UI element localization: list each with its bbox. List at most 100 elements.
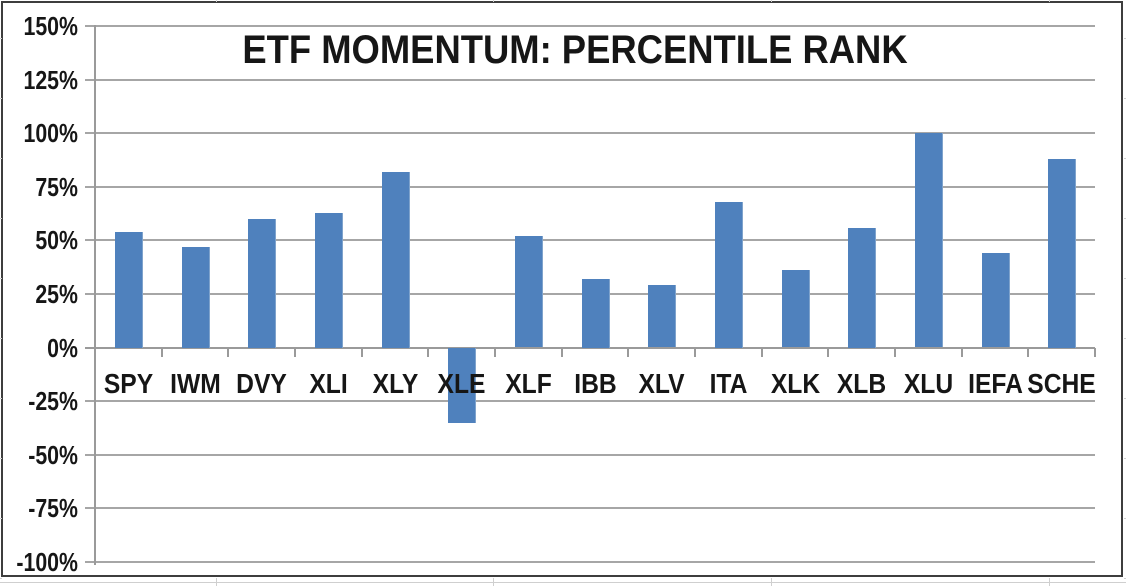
x-axis-tick	[894, 348, 896, 357]
worksheet-gridline	[0, 518, 2, 519]
chart-title: ETF MOMENTUM: PERCENTILE RANK	[242, 28, 908, 72]
worksheet-gridline	[1124, 38, 1126, 39]
worksheet-gridline	[1124, 518, 1126, 519]
worksheet-gridline	[1124, 398, 1126, 399]
worksheet-gridline	[216, 578, 217, 586]
y-gridline	[85, 132, 1095, 135]
y-gridline	[85, 78, 1095, 81]
worksheet-gridline	[1124, 158, 1126, 159]
y-tick-label: 50%	[35, 225, 78, 256]
y-tick-label: -25%	[28, 386, 78, 417]
x-axis-tick	[494, 348, 496, 357]
worksheet-gridline	[0, 218, 2, 219]
worksheet-gridline	[1049, 578, 1050, 586]
x-tick-label: XLK	[770, 368, 821, 399]
x-axis-tick	[361, 348, 363, 357]
worksheet-gridline	[771, 0, 772, 2]
worksheet-gridline	[1124, 218, 1126, 219]
bar	[448, 348, 476, 423]
y-tick-label: -50%	[28, 439, 78, 470]
x-axis-tick	[1027, 348, 1029, 357]
x-axis-tick	[694, 348, 696, 357]
worksheet-gridline	[0, 278, 2, 279]
worksheet-gridline	[493, 0, 494, 2]
x-tick-label: SCHE	[1027, 368, 1096, 399]
x-tick-label: IBB	[574, 368, 617, 399]
x-axis-tick	[961, 348, 963, 357]
worksheet-gridline	[0, 582, 1126, 583]
x-axis-tick	[294, 348, 296, 357]
worksheet-gridline	[1124, 458, 1126, 459]
y-gridline	[85, 185, 1095, 188]
x-tick-label: XLF	[505, 368, 552, 399]
worksheet-gridline	[216, 0, 217, 2]
x-axis-tick	[161, 348, 163, 357]
x-tick-label: IWM	[170, 368, 221, 399]
bar	[782, 270, 810, 347]
x-axis-tick	[1094, 348, 1096, 357]
y-gridline	[85, 400, 1095, 403]
x-tick-label: XLU	[903, 368, 954, 399]
x-axis-tick	[761, 348, 763, 357]
bar	[715, 202, 743, 348]
worksheet-gridline	[0, 338, 2, 339]
bar	[515, 236, 543, 347]
worksheet-gridline	[0, 38, 2, 39]
worksheet-gridline	[1124, 578, 1126, 579]
x-tick-label: DVY	[236, 368, 287, 399]
bar	[982, 253, 1010, 347]
y-tick-label: 150%	[23, 11, 78, 41]
bar	[582, 279, 610, 348]
worksheet-gridline	[1124, 278, 1126, 279]
bar	[382, 172, 410, 348]
bar	[1048, 159, 1076, 348]
x-axis-tick	[427, 348, 429, 357]
x-axis-tick	[827, 348, 829, 357]
bar	[648, 285, 676, 347]
y-tick-label: 100%	[23, 118, 78, 149]
x-axis-tick	[227, 348, 229, 357]
worksheet-gridline	[1124, 338, 1126, 339]
worksheet-gridline	[0, 578, 2, 579]
x-axis-tick	[94, 348, 96, 357]
y-tick-label: -100%	[16, 547, 78, 577]
x-axis-tick	[627, 348, 629, 357]
y-tick-label: 0%	[47, 332, 78, 363]
x-tick-label: XLY	[372, 368, 419, 399]
y-gridline	[85, 453, 1095, 456]
y-gridline	[85, 507, 1095, 510]
x-tick-label: IEFA	[968, 368, 1023, 399]
worksheet-gridline	[0, 158, 2, 159]
y-gridline	[85, 25, 1095, 27]
x-tick-label: XLI	[309, 368, 348, 399]
y-axis-line	[94, 25, 96, 565]
x-tick-label: XLV	[638, 368, 685, 399]
y-gridline	[85, 239, 1095, 242]
worksheet-gridline	[0, 398, 2, 399]
y-tick-label: 75%	[35, 171, 78, 202]
worksheet-gridline	[1124, 98, 1126, 99]
x-tick-label: XLE	[437, 368, 486, 399]
worksheet-gridline	[1049, 0, 1050, 2]
y-tick-label: -75%	[28, 493, 78, 524]
bar	[848, 228, 876, 348]
worksheet-gridline	[771, 578, 772, 586]
bar	[315, 213, 343, 348]
x-tick-label: SPY	[103, 368, 154, 399]
bar	[115, 232, 143, 348]
y-tick-label: 125%	[23, 64, 78, 95]
x-tick-label: XLB	[836, 368, 887, 399]
y-gridline	[85, 561, 1095, 563]
worksheet-gridline	[0, 458, 2, 459]
bar	[915, 133, 943, 347]
x-tick-label: ITA	[709, 368, 748, 399]
x-axis-tick	[561, 348, 563, 357]
worksheet-gridline	[493, 578, 494, 586]
worksheet-gridline	[0, 98, 2, 99]
bar	[182, 247, 210, 348]
y-tick-label: 25%	[35, 279, 78, 309]
bar	[248, 219, 276, 348]
